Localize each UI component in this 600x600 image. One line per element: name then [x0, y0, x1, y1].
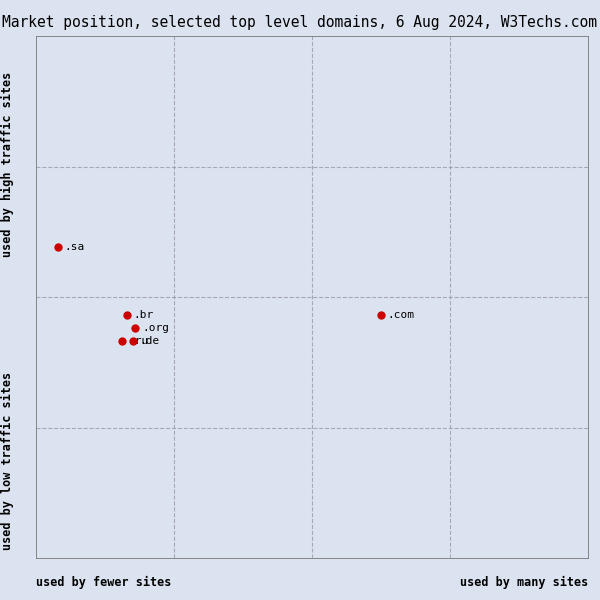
Text: used by high traffic sites: used by high traffic sites — [1, 72, 14, 257]
Text: Market position, selected top level domains, 6 Aug 2024, W3Techs.com: Market position, selected top level doma… — [2, 15, 598, 30]
Text: used by fewer sites: used by fewer sites — [36, 575, 172, 589]
Text: .com: .com — [388, 310, 415, 320]
Text: used by many sites: used by many sites — [460, 575, 588, 589]
Text: .br: .br — [134, 310, 154, 320]
Text: used by low traffic sites: used by low traffic sites — [1, 372, 14, 550]
Text: .org: .org — [142, 323, 169, 334]
Text: .ru: .ru — [128, 337, 148, 346]
Text: .de: .de — [139, 337, 160, 346]
Text: .sa: .sa — [65, 242, 85, 253]
